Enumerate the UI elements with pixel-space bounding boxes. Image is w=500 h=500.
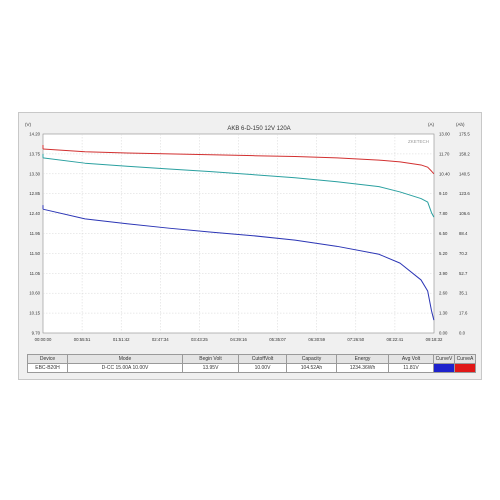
x-tick-label: 07:26:50 [347, 337, 364, 342]
right-tick-label-a: 10.40 [439, 171, 450, 176]
x-tick-label: 03:43:25 [191, 337, 208, 342]
right-tick-label-ah: 158.2 [459, 151, 470, 156]
test-info-table: Device Mode Begin Volt CutoffVolt Capaci… [27, 354, 476, 373]
left-tick-label: 10.60 [29, 291, 40, 296]
header-capacity: Capacity [287, 355, 337, 364]
cell-device: EBC-B20H [28, 364, 68, 373]
right-tick-label-a: 2.60 [439, 291, 448, 296]
right-tick-label-a: 6.50 [439, 231, 448, 236]
header-begin-volt: Begin Volt [183, 355, 239, 364]
left-tick-label: 11.05 [30, 271, 41, 276]
right-tick-label-a: 5.20 [439, 251, 448, 256]
app-window: 14.20 13.00 175.5 13.75 11.70 158.2 13.30 10.40… [18, 112, 482, 380]
right-tick-label-ah: 0.0 [459, 331, 466, 336]
x-tick-label: 04:39:16 [230, 337, 247, 342]
x-tick-label: 01:51:42 [113, 337, 130, 342]
right-tick-label-ah: 70.2 [459, 251, 468, 256]
right-tick-label-a: 11.70 [439, 151, 450, 156]
watermark: ZKETECH [408, 139, 429, 144]
left-axis-unit: (V) [25, 122, 32, 127]
right-tick-label-ah: 175.5 [459, 132, 470, 137]
left-tick-label: 12.85 [29, 191, 40, 196]
curve-a-color-swatch[interactable] [455, 364, 475, 372]
right-tick-label-a: 13.00 [439, 132, 450, 137]
discharge-chart: 14.20 13.00 175.5 13.75 11.70 158.2 13.30 10.40… [19, 113, 481, 379]
cell-mode: D-CC 15.00A 10.00V [68, 364, 183, 373]
table-row: EBC-B20H D-CC 15.00A 10.00V 13.95V 10.00… [28, 364, 476, 373]
cell-begin-volt: 13.95V [183, 364, 239, 373]
left-tick-label: 9.70 [32, 331, 41, 336]
left-tick-label: 14.20 [29, 132, 40, 137]
header-energy: Energy [337, 355, 389, 364]
left-tick-label: 12.40 [29, 211, 40, 216]
x-tick-label: 08:22:41 [387, 337, 404, 342]
cell-cutoff-volt: 10.00V [239, 364, 287, 373]
cell-avg-volt: 11.81V [389, 364, 434, 373]
header-device: Device [28, 355, 68, 364]
x-tick-label: 00:00:00 [35, 337, 52, 342]
right-tick-label-ah: 106.6 [459, 211, 470, 216]
header-cutoff-volt: CutoffVolt [239, 355, 287, 364]
x-tick-label: 05:35:07 [269, 337, 286, 342]
left-tick-label: 11.95 [30, 231, 41, 236]
cell-energy: 1234.36Wh [337, 364, 389, 373]
x-tick-label: 02:47:34 [152, 337, 169, 342]
curve-v-swatch[interactable] [434, 364, 455, 373]
info-table-header: Device Mode Begin Volt CutoffVolt Capaci… [28, 355, 476, 364]
left-tick-label: 13.30 [29, 171, 40, 176]
curve-v-color-swatch[interactable] [434, 364, 454, 372]
right-tick-label-a: 0.00 [439, 331, 448, 336]
header-mode: Mode [68, 355, 183, 364]
cell-capacity: 104.52Ah [287, 364, 337, 373]
right-tick-label-ah: 17.6 [459, 311, 468, 316]
curve-a-swatch[interactable] [455, 364, 476, 373]
right-tick-label-a: 9.10 [439, 191, 448, 196]
right-axis-unit-ah: (Ah) [456, 122, 465, 127]
x-tick-label: 00:55:51 [74, 337, 91, 342]
x-tick-label: 06:30:59 [308, 337, 325, 342]
right-tick-label-ah: 140.5 [459, 171, 470, 176]
header-avg-volt: Avg Volt [389, 355, 434, 364]
right-tick-label-ah: 52.7 [459, 271, 468, 276]
right-tick-label-ah: 35.1 [459, 291, 468, 296]
right-tick-label-ah: 88.4 [459, 231, 468, 236]
right-axis-unit-a: (A) [428, 122, 435, 127]
left-tick-label: 11.50 [30, 251, 41, 256]
left-tick-label: 10.15 [29, 311, 40, 316]
left-tick-label: 13.75 [29, 151, 40, 156]
right-tick-label-a: 7.80 [439, 211, 448, 216]
right-tick-label-a: 3.90 [439, 271, 448, 276]
x-tick-label: 09:18:32 [426, 337, 443, 342]
right-tick-label-ah: 123.6 [459, 191, 470, 196]
header-curve-v[interactable]: CurveV [434, 355, 455, 364]
right-tick-label-a: 1.30 [439, 311, 448, 316]
header-curve-a[interactable]: CurveA [455, 355, 476, 364]
chart-title: AKB 6-D-150 12V 120A [227, 126, 290, 132]
